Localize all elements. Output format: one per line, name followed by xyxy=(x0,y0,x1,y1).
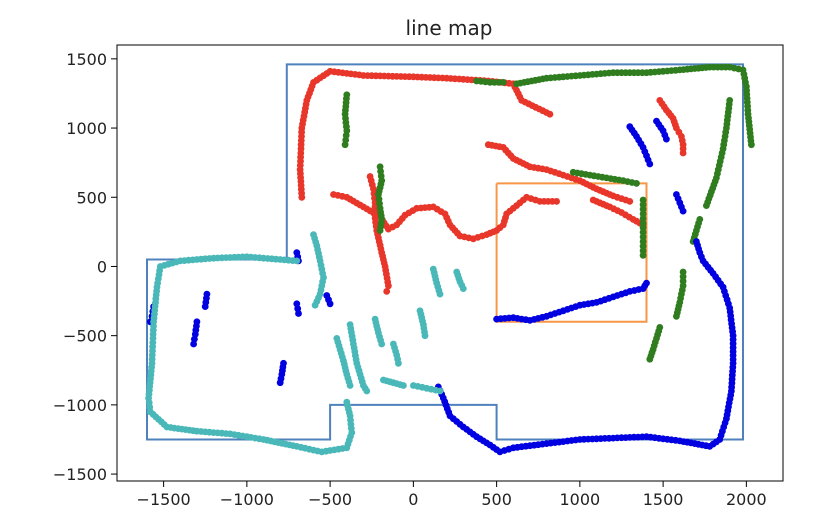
data-point-series-3 xyxy=(436,387,444,395)
data-point-series-3 xyxy=(378,340,386,348)
plot-area-frame xyxy=(116,44,784,482)
data-point-series-0 xyxy=(679,149,687,157)
data-point-series-2 xyxy=(646,160,654,168)
x-tick-label: −500 xyxy=(308,490,352,509)
data-point-series-3 xyxy=(459,285,467,292)
data-point-series-3 xyxy=(343,398,351,406)
y-tick-label: −500 xyxy=(63,327,107,346)
x-axis: −1500 −1000 −500 0 500 1000 1500 2000 xyxy=(137,481,767,509)
y-axis: 1500 1000 500 0 −500 −1000 −1500 xyxy=(53,50,117,484)
x-tick-label: 2000 xyxy=(726,490,767,509)
y-tick-label: 0 xyxy=(97,257,107,276)
data-point-series-3 xyxy=(346,382,354,389)
y-tick-label: 500 xyxy=(76,188,107,207)
data-point-series-2 xyxy=(643,279,650,287)
data-point-series-1 xyxy=(703,202,710,210)
data-point-series-3 xyxy=(395,359,402,367)
data-point-series-1 xyxy=(633,180,640,187)
data-point-series-2 xyxy=(201,303,209,310)
chart-title: line map xyxy=(406,16,493,40)
data-point-series-2 xyxy=(326,300,334,308)
y-tick-label: 1500 xyxy=(66,50,107,69)
data-point-series-2 xyxy=(295,310,302,317)
data-point-series-2 xyxy=(663,135,670,143)
y-tick-label: −1500 xyxy=(53,465,107,484)
y-tick-label: 1000 xyxy=(66,119,107,138)
outline-line-0 xyxy=(146,63,744,441)
data-point-series-3 xyxy=(400,382,407,389)
data-point-series-0 xyxy=(626,198,634,205)
x-tick-label: 500 xyxy=(481,490,512,509)
data-point-series-3 xyxy=(421,332,429,340)
data-point-series-0 xyxy=(385,282,392,290)
data-point-series-3 xyxy=(363,387,371,395)
outline-line-1 xyxy=(495,182,648,323)
data-point-series-0 xyxy=(383,288,391,295)
data-point-series-1 xyxy=(499,79,507,86)
data-point-series-1 xyxy=(639,238,647,245)
data-point-series-1 xyxy=(639,205,647,213)
data-point-series-1 xyxy=(341,141,349,149)
x-tick-label: 1000 xyxy=(560,490,601,509)
data-point-series-2 xyxy=(190,340,198,348)
data-point-series-0 xyxy=(546,110,554,118)
trajectory-points xyxy=(145,63,755,456)
map-outline-lines xyxy=(146,63,744,441)
x-tick-label: 0 xyxy=(408,490,418,509)
data-point-series-2 xyxy=(679,207,687,215)
x-tick-label: 1500 xyxy=(643,490,684,509)
data-point-series-1 xyxy=(639,252,647,259)
data-point-series-1 xyxy=(673,312,680,320)
data-point-series-3 xyxy=(311,301,319,309)
data-point-series-0 xyxy=(553,198,560,205)
data-point-series-1 xyxy=(748,141,755,149)
data-point-series-1 xyxy=(646,355,654,363)
data-point-series-2 xyxy=(276,379,284,387)
y-tick-label: −1000 xyxy=(53,396,107,415)
data-point-series-3 xyxy=(436,290,444,298)
x-tick-label: −1500 xyxy=(137,490,191,509)
data-point-series-1 xyxy=(376,227,384,234)
x-tick-label: −1000 xyxy=(220,490,274,509)
